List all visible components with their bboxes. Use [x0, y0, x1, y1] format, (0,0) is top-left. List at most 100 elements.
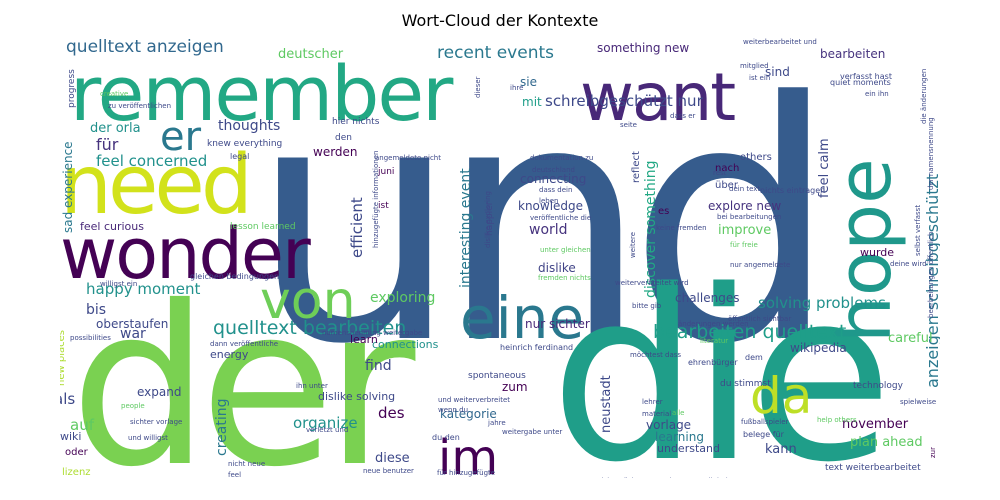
word: dann veröffentliche — [210, 340, 278, 348]
word: nicht möchtest creative commons — [597, 477, 717, 478]
word: namensnennung weitergabe — [322, 329, 422, 337]
word: happier — [485, 201, 495, 236]
word: deutschland — [532, 166, 575, 174]
word: lizenz — [62, 467, 91, 478]
word: dislike solving — [318, 390, 395, 403]
word: spontaneous — [468, 371, 526, 381]
word: du stimmst — [720, 379, 771, 389]
word: connections — [372, 338, 439, 351]
word: und willigst — [128, 434, 168, 442]
word: lesson learned — [230, 222, 296, 232]
word: interesting event — [458, 168, 474, 288]
word: spielweise — [900, 398, 936, 406]
word: im — [438, 430, 498, 478]
word: bearbeitungen öffentlich — [927, 232, 935, 318]
word-cloud: und die der remember need wonder want ho… — [60, 38, 940, 478]
word: hope — [822, 158, 908, 343]
word: dokumentation zu — [530, 154, 593, 162]
word: du den — [432, 433, 460, 442]
word: ist ein — [749, 74, 770, 82]
word: feel curious — [80, 220, 144, 233]
word: material — [642, 410, 671, 418]
word: possibilities — [70, 334, 111, 342]
word: fremden nichts — [538, 274, 591, 282]
word: sie — [520, 75, 537, 89]
word: verletzt und — [306, 426, 348, 434]
word: leben — [539, 197, 558, 205]
word: als — [60, 390, 75, 408]
word: careful — [888, 331, 933, 346]
word: recent events — [437, 43, 554, 63]
word: diese — [375, 451, 410, 466]
word: literatur — [700, 337, 728, 345]
word: learn — [350, 333, 378, 346]
word: gleichen bedingungen — [190, 272, 279, 281]
word: dislike exploring — [484, 191, 492, 248]
word: sind — [765, 65, 790, 79]
chart-title: Wort-Cloud der Kontexte — [401, 11, 599, 30]
word: hinzugefügte informationen — [372, 151, 380, 248]
word: world — [529, 222, 568, 238]
word: text weiterbearbeitet — [825, 463, 921, 473]
word: exploring — [370, 290, 435, 306]
word: es — [658, 206, 669, 217]
word: wurde — [860, 246, 894, 259]
word: deutscher — [278, 47, 344, 62]
word: dieser — [474, 76, 482, 98]
word: schreibgeschützt nur — [545, 92, 704, 110]
word: auf — [70, 416, 95, 434]
word: creating — [214, 399, 230, 456]
word: knew everything — [207, 139, 282, 149]
word: oberstaufen — [96, 317, 168, 331]
word: ein ihn — [865, 90, 889, 98]
word: eine — [460, 284, 584, 352]
word: möchtest dass — [630, 351, 681, 359]
word: weitergabe unter — [502, 428, 562, 436]
word: weitere — [629, 232, 637, 258]
word: die — [550, 241, 885, 478]
word: creative — [100, 90, 128, 98]
word: dass dein — [539, 186, 572, 194]
word: progress — [67, 69, 77, 108]
word: feel concerned — [96, 152, 207, 170]
word: learning — [655, 430, 704, 444]
word: mitglied — [740, 62, 769, 70]
word: änderungen werden — [678, 320, 749, 328]
word: efficient — [348, 197, 366, 258]
word: sichter vorlage — [130, 418, 182, 426]
word: discover something — [643, 160, 659, 298]
word: challenges — [675, 291, 739, 305]
word: zur — [929, 447, 937, 458]
word: november — [842, 417, 909, 432]
word: knowledge — [518, 199, 583, 213]
word: dem — [745, 353, 763, 362]
word: want — [580, 59, 735, 136]
word: nur sichter — [525, 317, 590, 331]
word: vorlage — [646, 418, 691, 432]
word: da — [750, 367, 812, 425]
word: zu veröffentlichen — [108, 102, 171, 110]
word: feel — [228, 471, 241, 478]
word: connecting — [520, 172, 586, 186]
word: mit — [522, 95, 542, 109]
word: über — [715, 180, 739, 191]
word: quelltext anzeigen — [66, 38, 224, 57]
word: unter gleichen — [540, 246, 591, 254]
word: kategorie — [440, 407, 497, 421]
word: solving problems — [758, 294, 886, 312]
word: plan ahead — [850, 435, 923, 450]
word: quelltext bearbeiten — [213, 317, 406, 339]
word: feel calm — [817, 138, 832, 198]
word: bitte gib — [632, 302, 662, 310]
word: energy — [210, 348, 249, 361]
word: remember — [70, 49, 454, 138]
word: werden — [313, 145, 358, 159]
word: weiterbearbeitet und — [743, 38, 817, 46]
word: bei bearbeitungen — [717, 213, 781, 221]
word: find — [365, 358, 392, 374]
word: rest — [713, 169, 727, 177]
word: keine fremden — [656, 224, 707, 232]
word: ist — [378, 201, 389, 211]
word: nach — [715, 163, 739, 174]
